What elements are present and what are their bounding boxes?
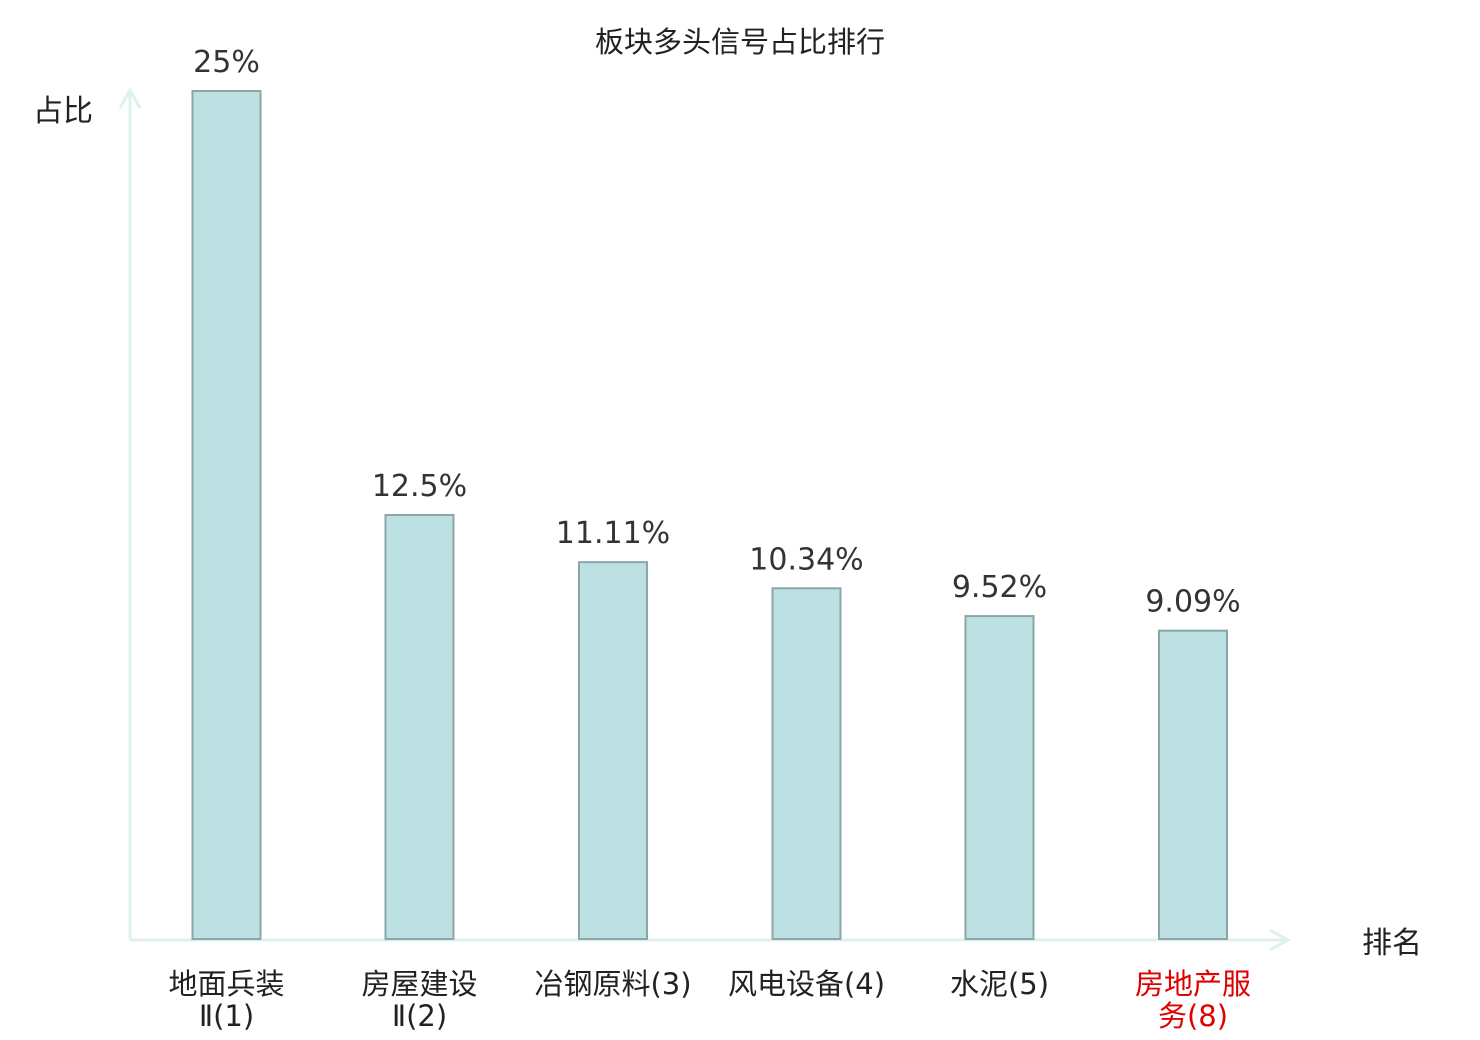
category-label-1-line-1: 地面兵装 [168, 967, 284, 1001]
bar-3 [578, 561, 648, 940]
x-axis-title: 排名 [1362, 926, 1422, 961]
bar-2 [384, 514, 455, 940]
value-label-4: 10.34% [749, 542, 863, 577]
x-axis-arrow [1269, 928, 1292, 952]
category-label-2-line-2: Ⅱ(2) [392, 999, 447, 1033]
y-axis-arrow [118, 86, 142, 109]
value-label-5: 9.52% [952, 570, 1047, 605]
bar-1 [191, 90, 262, 940]
bar-4 [771, 587, 842, 940]
axes [118, 86, 1292, 952]
bar-6 [1158, 629, 1228, 940]
value-label-3: 11.11% [556, 516, 670, 551]
category-label-4-line-1: 风电设备(4) [728, 967, 885, 1001]
category-label-6-line-2: 务(8) [1158, 999, 1228, 1033]
bar-5 [964, 615, 1035, 940]
value-label-2: 12.5% [372, 469, 467, 504]
category-label-5-line-1: 水泥(5) [950, 967, 1049, 1001]
category-label-2-line-1: 房屋建设 [361, 967, 477, 1001]
value-label-1: 25% [193, 45, 260, 80]
bars-group [191, 90, 1228, 940]
value-labels-group: 25% 12.5% 11.11% 10.34% 9.52% 9.09% [193, 45, 1241, 620]
category-label-1-line-2: Ⅱ(1) [199, 999, 254, 1033]
value-label-6: 9.09% [1145, 585, 1240, 620]
category-label-3-line-1: 冶钢原料(3) [534, 967, 691, 1001]
y-axis-title: 占比 [33, 94, 93, 129]
category-label-6-line-1: 房地产服 [1135, 967, 1251, 1001]
chart-title: 板块多头信号占比排行 [595, 25, 885, 59]
